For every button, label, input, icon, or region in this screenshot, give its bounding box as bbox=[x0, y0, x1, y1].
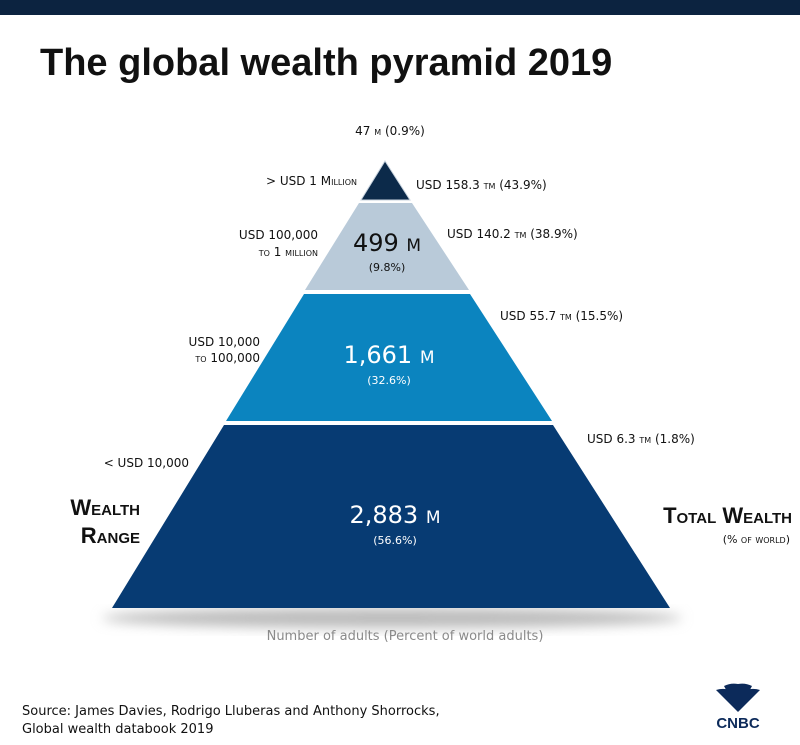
tier-range: < USD 10,000 bbox=[104, 456, 189, 470]
tier-range: USD 100,000 bbox=[239, 228, 318, 242]
tier-adults: 2,883 m bbox=[349, 501, 440, 529]
tier-adults: 1,661 m bbox=[343, 341, 434, 369]
tier-wealth: USD 140.2 tm (38.9%) bbox=[447, 227, 578, 241]
tier-range: > USD 1 Million bbox=[266, 174, 357, 188]
tier-wealth: USD 6.3 tm (1.8%) bbox=[587, 432, 695, 446]
tier-top bbox=[360, 160, 411, 201]
tier-percent: (56.6%) bbox=[373, 534, 417, 547]
tier-adults: 47 m (0.9%) bbox=[355, 124, 425, 138]
title: The global wealth pyramid 2019 bbox=[40, 42, 612, 84]
tier-wealth: USD 158.3 tm (43.9%) bbox=[416, 178, 547, 192]
tier-percent: (32.6%) bbox=[367, 374, 411, 387]
tier-wealth: USD 55.7 tm (15.5%) bbox=[500, 309, 623, 323]
top-bar bbox=[0, 0, 800, 15]
tier-range: to 100,000 bbox=[194, 351, 260, 365]
tier-range: to 1 million bbox=[258, 245, 318, 259]
tier-range: USD 10,000 bbox=[189, 335, 260, 349]
left-label: Wealth bbox=[70, 495, 140, 520]
tier-percent: (9.8%) bbox=[369, 261, 406, 274]
right-label-sub: (% of world) bbox=[723, 533, 790, 546]
caption: Number of adults (Percent of world adult… bbox=[267, 629, 544, 644]
tier-4 bbox=[112, 425, 670, 608]
source: Source: James Davies, Rodrigo Lluberas a… bbox=[22, 704, 440, 719]
left-label: Range bbox=[81, 523, 140, 548]
source: Global wealth databook 2019 bbox=[22, 722, 213, 737]
tier-3 bbox=[226, 294, 552, 421]
pyramid-shadow bbox=[102, 608, 682, 628]
logo: CNBC bbox=[716, 683, 760, 732]
logo-text: CNBC bbox=[716, 715, 759, 732]
right-label: Total Wealth bbox=[663, 503, 792, 528]
tier-adults: 499 m bbox=[353, 229, 421, 257]
tier-2 bbox=[305, 203, 469, 290]
